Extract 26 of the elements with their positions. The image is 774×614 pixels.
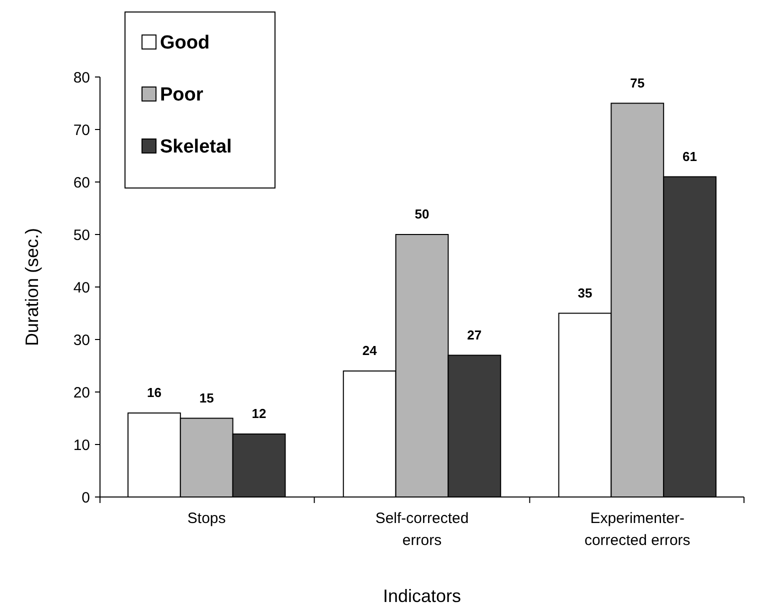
data-label: 24 [362,343,378,358]
data-label: 75 [630,75,645,90]
y-tick-label: 20 [73,384,90,402]
legend-label: Good [160,32,210,54]
x-axis-title: Indicators [382,586,462,606]
data-label: 50 [414,206,430,222]
legend-label: Poor [160,84,204,106]
data-label: 15 [199,390,214,406]
y-tick-label: 10 [73,436,90,454]
y-tick-label: 60 [73,174,90,192]
x-tick-label: Self-corrected errors [375,510,469,549]
data-label: 12 [252,406,266,421]
data-label: 61 [682,148,698,164]
y-tick-label: 70 [73,122,90,139]
y-tick-label: 40 [73,279,90,296]
y-axis-title: Duration (sec.) [22,228,42,346]
data-label: 16 [146,385,162,400]
x-tick-label: Stops [187,510,226,527]
data-label: 27 [467,327,482,342]
data-label: 35 [578,285,592,300]
legend-label: Skeletal [160,136,232,158]
y-tick-label: 50 [73,226,90,244]
y-tick-label: 80 [73,69,90,86]
y-tick-label: 30 [73,332,90,349]
x-tick-label: Experimenter-corrected errors [584,510,690,549]
y-tick-label: 0 [82,489,90,506]
